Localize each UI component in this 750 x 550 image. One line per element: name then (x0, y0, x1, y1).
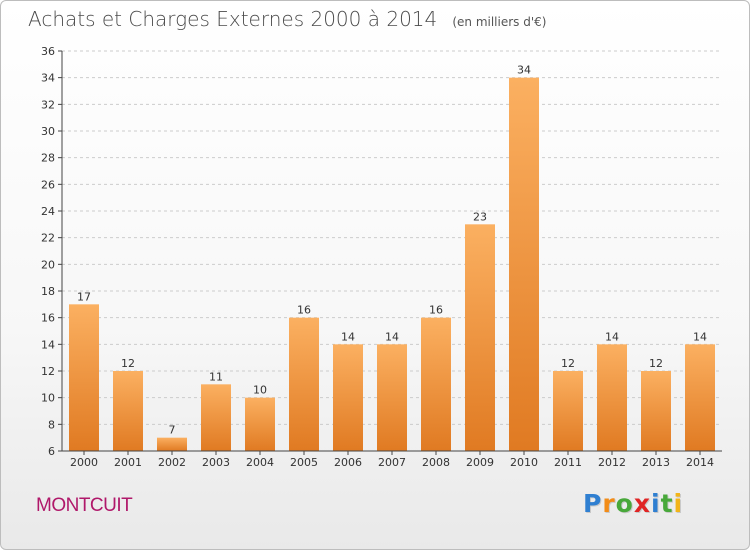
brand-letter: t (660, 489, 674, 518)
chart-title: Achats et Charges Externes 2000 à 2014 (28, 7, 438, 31)
x-tick-label: 2003 (202, 456, 230, 469)
bar (465, 224, 495, 451)
axes (58, 50, 722, 455)
x-tick-label: 2006 (334, 456, 362, 469)
y-tick-label: 20 (41, 258, 55, 271)
x-tick-label: 2009 (466, 456, 494, 469)
x-tick-label: 2014 (686, 456, 714, 469)
data-label: 12 (561, 357, 575, 370)
brand-letter: i (651, 489, 661, 518)
bar (201, 384, 231, 451)
data-label: 34 (517, 64, 531, 77)
bar (245, 397, 275, 451)
brand-letter: o (615, 489, 634, 518)
y-tick-label: 30 (41, 125, 55, 138)
brand-letter: x (633, 489, 651, 518)
bar (641, 371, 671, 451)
data-label: 12 (121, 357, 135, 370)
bar (157, 437, 187, 451)
y-tick-label: 34 (41, 72, 55, 85)
brand-letter: P (583, 489, 603, 518)
x-tick-label: 2004 (246, 456, 274, 469)
y-tick-label: 32 (41, 98, 55, 111)
bars (69, 77, 715, 452)
chart-subtitle: (en milliers d'€) (452, 15, 547, 29)
data-label: 14 (341, 330, 355, 343)
bar (377, 344, 407, 451)
data-label: 17 (77, 290, 91, 303)
data-label: 11 (209, 370, 223, 383)
bar (333, 344, 363, 451)
labels: 6 8 10 12 14 16 18 20 22 24 26 28 30 32 34 36 17 2000 12 20… (41, 45, 714, 469)
x-tick-label: 2002 (158, 456, 186, 469)
bar (509, 77, 539, 452)
y-tick-label: 8 (48, 418, 55, 431)
y-tick-label: 28 (41, 152, 55, 165)
y-tick-label: 26 (41, 178, 55, 191)
y-tick-label: 18 (41, 285, 55, 298)
data-label: 23 (473, 210, 487, 223)
bar (421, 317, 451, 451)
y-tick-label: 36 (41, 45, 55, 58)
bar (685, 344, 715, 451)
x-tick-label: 2001 (114, 456, 142, 469)
x-tick-label: 2000 (70, 456, 98, 469)
x-tick-label: 2005 (290, 456, 318, 469)
data-label: 14 (693, 330, 707, 343)
y-tick-label: 22 (41, 232, 55, 245)
x-tick-label: 2013 (642, 456, 670, 469)
brand-letter: i (673, 489, 684, 518)
data-label: 7 (169, 424, 176, 437)
bar (597, 344, 627, 451)
brand-letter: r (602, 489, 616, 518)
data-label: 14 (385, 330, 399, 343)
x-tick-label: 2011 (554, 456, 582, 469)
data-label: 16 (297, 304, 311, 317)
y-tick-label: 6 (48, 445, 55, 458)
y-tick-label: 24 (41, 205, 55, 218)
data-label: 16 (429, 304, 443, 317)
bar (553, 371, 583, 451)
data-label: 14 (605, 330, 619, 343)
x-tick-label: 2007 (378, 456, 406, 469)
bar (289, 317, 319, 451)
bar (113, 371, 143, 451)
x-tick-label: 2008 (422, 456, 450, 469)
y-tick-label: 12 (41, 365, 55, 378)
y-tick-label: 14 (41, 338, 55, 351)
bar (69, 304, 99, 451)
y-tick-label: 16 (41, 312, 55, 325)
title-row: Achats et Charges Externes 2000 à 2014 (… (28, 7, 546, 31)
y-tick-label: 10 (41, 392, 55, 405)
commune-name: MONTCUIT (36, 495, 133, 516)
data-label: 10 (253, 384, 267, 397)
x-tick-label: 2012 (598, 456, 626, 469)
data-label: 12 (649, 357, 663, 370)
x-tick-label: 2010 (510, 456, 538, 469)
